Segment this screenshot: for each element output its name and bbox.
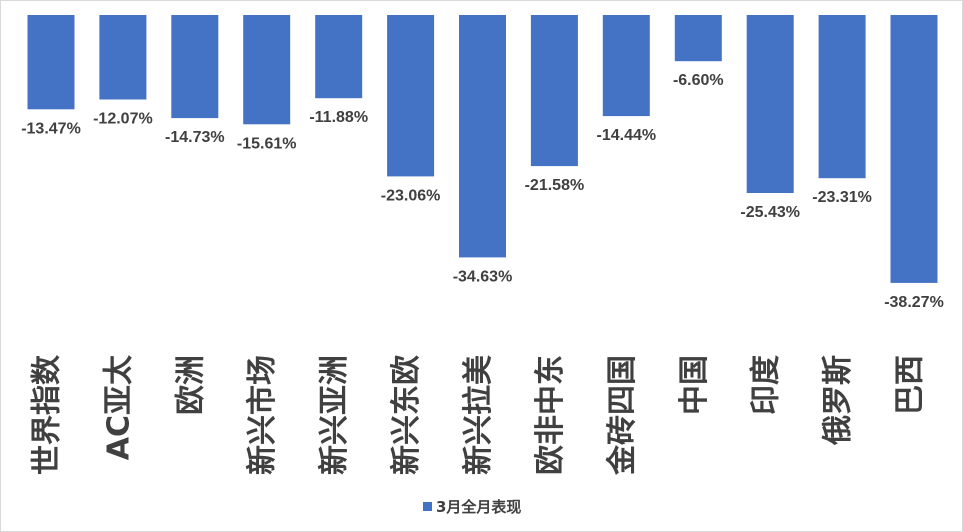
category-label-4: 新兴亚洲	[317, 355, 352, 475]
bars-group	[27, 15, 938, 283]
bar-2	[171, 15, 219, 119]
bar-7	[530, 15, 578, 167]
bar-5	[387, 15, 435, 177]
data-label-1: -12.07%	[93, 111, 153, 128]
legend-label: 3月全月表现	[436, 498, 521, 516]
category-label-12: 巴西	[893, 355, 928, 415]
data-label-0: -13.47%	[21, 120, 81, 137]
data-label-7: -21.58%	[525, 177, 585, 194]
category-label-1: AC亚太	[101, 354, 136, 460]
bar-12	[890, 15, 938, 283]
category-label-3: 新兴市场	[245, 355, 280, 475]
data-label-8: -14.44%	[597, 127, 657, 144]
data-label-3: -15.61%	[237, 135, 297, 152]
category-label-2: 欧洲	[173, 355, 208, 415]
data-label-11: -23.31%	[812, 189, 872, 206]
bar-0	[27, 15, 75, 110]
category-label-7: 欧非中东	[533, 355, 568, 475]
category-label-0: 世界指数	[30, 354, 65, 475]
data-label-9: -6.60%	[673, 72, 724, 89]
data-label-10: -25.43%	[740, 204, 800, 221]
category-label-8: 金砖四国	[605, 355, 640, 476]
bar-9	[674, 15, 722, 62]
category-label-5: 新兴东欧	[389, 355, 424, 475]
legend-swatch	[423, 502, 432, 511]
category-label-10: 印度	[749, 355, 784, 415]
data-label-6: -34.63%	[453, 268, 513, 285]
bar-6	[459, 15, 506, 258]
data-label-2: -14.73%	[165, 129, 225, 146]
bar-3	[243, 15, 291, 125]
category-label-9: 中国	[677, 355, 712, 415]
legend: 3月全月表现	[423, 498, 521, 516]
category-labels-group: 世界指数 AC亚太 欧洲 新兴市场 新兴亚洲 新兴东欧 新兴拉美 欧非中东 金砖四国 中国 印度 俄罗…	[30, 354, 928, 476]
bar-10	[746, 15, 794, 193]
data-label-5: -23.06%	[381, 187, 441, 204]
data-label-4: -11.88%	[309, 109, 368, 126]
bar-1	[99, 15, 147, 100]
bar-4	[315, 15, 363, 99]
bar-11	[818, 15, 866, 179]
category-label-11: 俄罗斯	[821, 355, 856, 446]
data-label-12: -38.27%	[884, 294, 944, 311]
bar-8	[602, 15, 650, 117]
category-label-6: 新兴拉美	[461, 355, 496, 475]
data-labels-group: -13.47% -12.07% -14.73% -15.61% -11.88% -23.0…	[21, 72, 944, 311]
